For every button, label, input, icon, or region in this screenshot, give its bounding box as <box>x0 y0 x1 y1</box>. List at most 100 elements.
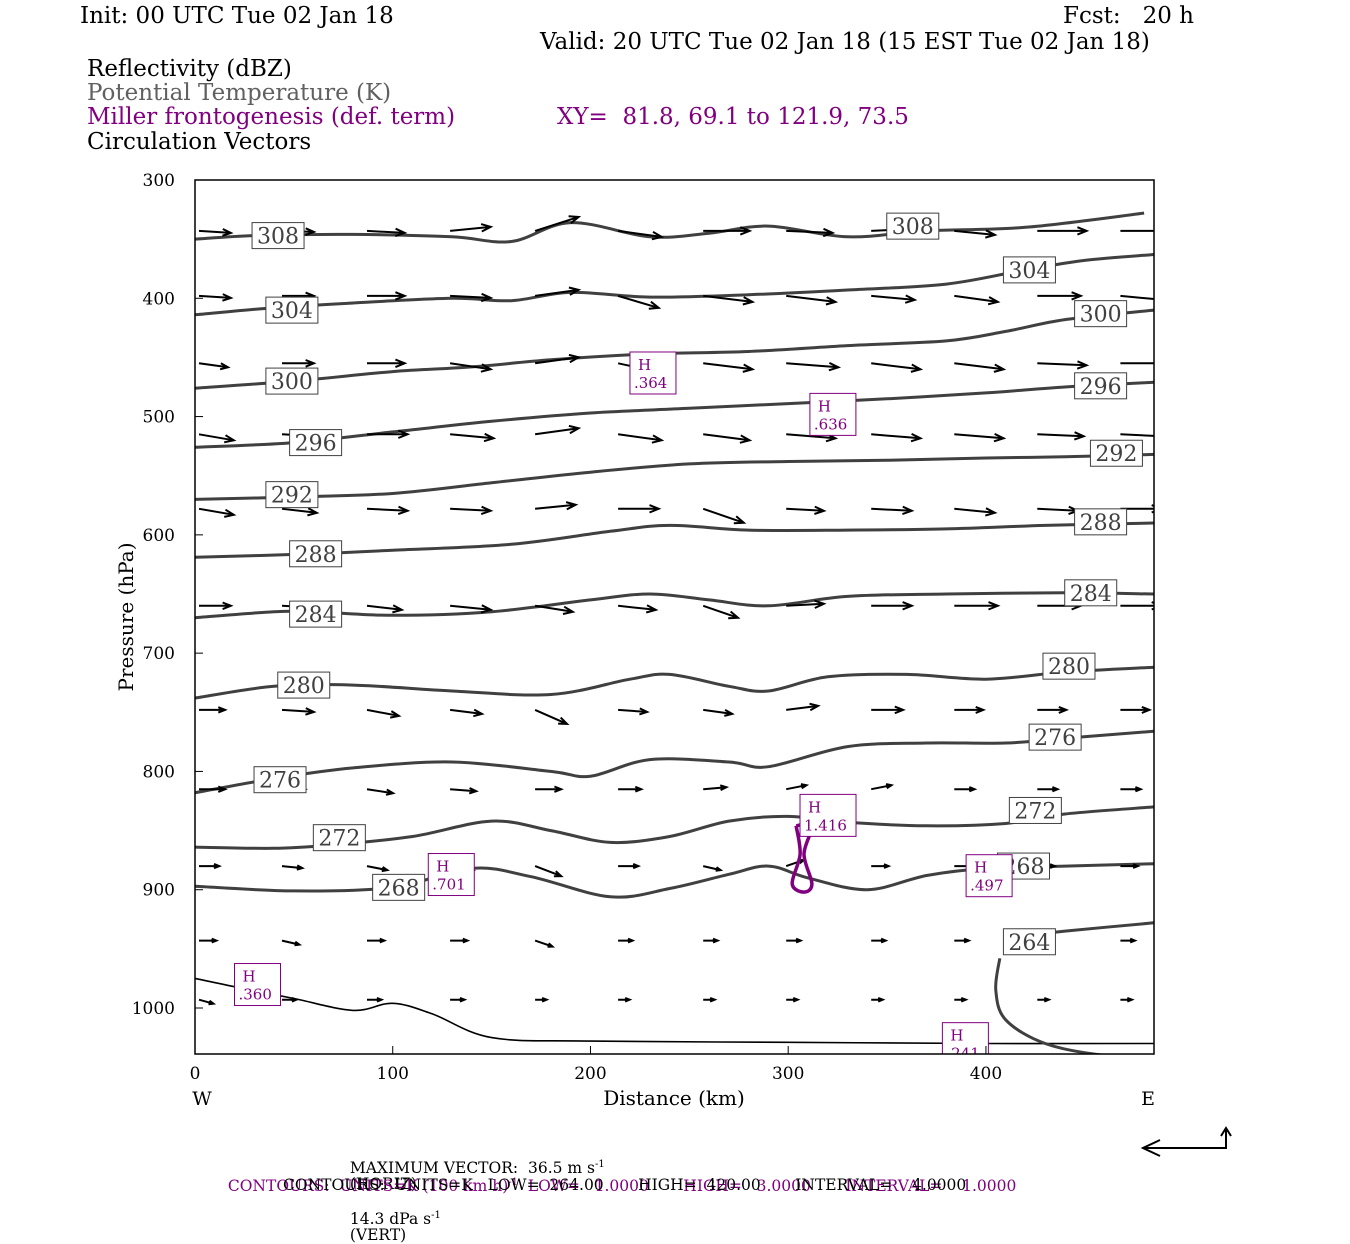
field-reflectivity: Reflectivity (dBZ) <box>87 56 292 82</box>
circulation-vector <box>366 505 411 516</box>
circulation-vector <box>617 604 659 614</box>
circulation-vector <box>366 708 402 719</box>
circulation-vector <box>871 433 924 443</box>
circulation-vector <box>954 996 969 1003</box>
theta-contour-280 <box>195 665 1154 700</box>
circulation-vector <box>281 939 303 947</box>
circulation-vector <box>1037 705 1069 714</box>
circulation-vector <box>871 996 886 1003</box>
theta-contour-label: 296 <box>295 432 337 457</box>
theta-label-box <box>1002 256 1056 284</box>
frontogenesis-contour-info: CONTOURS: UNITS=K (100 km h)-1 LOW= 1.00… <box>218 1159 1017 1196</box>
circulation-vector <box>871 362 924 373</box>
circulation-vector <box>199 601 234 611</box>
init-time: Init: 00 UTC Tue 02 Jan 18 <box>80 3 394 29</box>
theta-label-box <box>1008 796 1062 824</box>
theta-label-box <box>372 873 426 901</box>
circulation-vector <box>871 863 892 869</box>
frontogenesis-max-box <box>799 793 857 837</box>
theta-label-box <box>1089 439 1143 467</box>
circulation-vector <box>871 705 906 715</box>
y-tick-label: 700 <box>143 644 175 664</box>
circulation-vector <box>618 862 642 870</box>
field-potential-temperature: Potential Temperature (K) <box>87 80 392 106</box>
circulation-vector <box>1037 431 1087 441</box>
frontogenesis-max-box <box>234 963 282 1007</box>
theta-contour-308 <box>195 211 1145 244</box>
y-axis-label: Pressure (hPa) <box>114 543 138 692</box>
theta-label-box <box>1074 372 1128 400</box>
frontogenesis-max-value: .497 <box>970 877 1003 895</box>
frontogenesis-max-value: .241 <box>946 1045 979 1063</box>
circulation-vector <box>366 227 408 238</box>
theta-contour-292 <box>195 452 1154 501</box>
circulation-vector <box>1037 360 1090 370</box>
theta-contour-label: 304 <box>271 299 313 324</box>
theta-label-box <box>886 212 940 240</box>
frontogenesis-max-letter: H <box>974 859 987 877</box>
circulation-vector <box>786 599 827 609</box>
circulation-vector <box>954 507 998 517</box>
circulation-vector <box>954 362 1007 373</box>
theta-contour-label: 288 <box>1080 511 1122 536</box>
theta-contour-label: 300 <box>271 370 313 395</box>
circulation-vector <box>535 785 564 793</box>
frontogenesis-max-value: 1.416 <box>804 816 847 834</box>
theta-contour-label: 276 <box>1034 726 1076 751</box>
circulation-vector <box>786 362 842 372</box>
theta-contour-info: CONTOURS: UNITS=K LOW= 264.00 HIGH= 420.… <box>283 1176 967 1194</box>
frontogenesis-contour-units-exp: -1 <box>508 1177 519 1188</box>
circulation-vector <box>703 362 756 373</box>
circulation-vector <box>450 937 471 944</box>
max-vector-horizontal: MAXIMUM VECTOR: 36.5 m s <box>349 1159 595 1178</box>
theta-label-box <box>1002 928 1056 956</box>
circulation-vector <box>449 362 494 373</box>
circulation-vector <box>618 504 662 514</box>
circulation-vector <box>1120 504 1154 514</box>
frontogenesis-max-box <box>427 853 475 897</box>
circulation-vector <box>367 291 408 301</box>
circulation-vector <box>786 783 810 791</box>
circulation-vector <box>534 604 576 615</box>
frontogenesis-max-letter: H <box>808 798 821 816</box>
theta-label-box <box>289 540 343 568</box>
theta-contour-label: 272 <box>318 827 360 852</box>
theta-label-box <box>1028 723 1082 751</box>
circulation-vector <box>617 229 665 241</box>
y-tick-label: 900 <box>143 881 175 901</box>
theta-label-box <box>1074 508 1128 536</box>
circulation-vector <box>954 705 987 714</box>
x-tick-label: 100 <box>377 1064 409 1084</box>
y-tick-label: 800 <box>143 762 175 782</box>
frontogenesis-contour-units: CONTOURS: UNITS=K (100 km h) <box>227 1177 509 1196</box>
circulation-vector <box>703 433 753 444</box>
circulation-vector <box>954 229 998 239</box>
circulation-vector <box>1120 996 1135 1003</box>
circulation-vector <box>534 865 564 878</box>
y-tick-label: 500 <box>143 408 175 428</box>
circulation-vector <box>702 507 747 525</box>
circulation-vector <box>450 787 479 795</box>
theta-contour-276 <box>195 729 1154 795</box>
circulation-vector <box>954 433 1007 443</box>
reference-vector-icon <box>1140 1126 1232 1157</box>
circulation-vector <box>871 601 915 611</box>
theta-label-box <box>1074 300 1128 328</box>
theta-label-box <box>289 429 343 457</box>
circulation-vector <box>281 507 320 517</box>
forecast-hour: Fcst: 20 h <box>1063 3 1194 29</box>
circulation-vector <box>450 604 494 614</box>
circulation-vector <box>954 601 1001 611</box>
theta-contour-label: 304 <box>1008 259 1050 284</box>
circulation-vector <box>1037 996 1052 1003</box>
theta-label-box <box>312 824 366 852</box>
theta-contour-300 <box>195 308 1154 390</box>
frontogenesis-contour-range: LOW= 1.0000 HIGH= 3.0000 INTERVAL= 1.000… <box>518 1177 1017 1196</box>
circulation-vector <box>785 858 807 868</box>
frontogenesis-max-box <box>965 854 1013 898</box>
max-vector-vertical-unit-exp: -1 <box>431 1210 441 1222</box>
circulation-vector <box>199 937 220 944</box>
x-tick-label: 400 <box>970 1064 1002 1084</box>
circulation-vector <box>1120 786 1144 793</box>
circulation-vector <box>367 937 388 944</box>
